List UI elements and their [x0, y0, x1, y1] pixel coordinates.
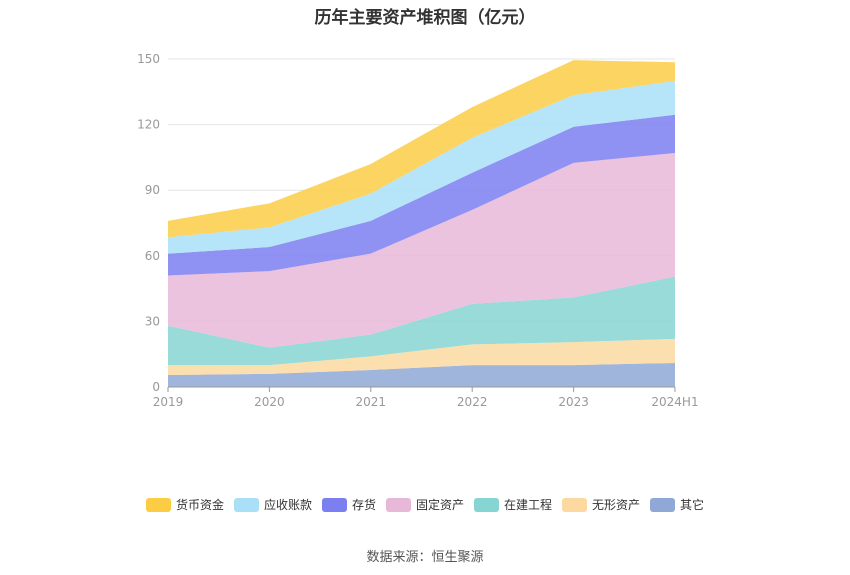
legend-item[interactable]: 固定资产 [385, 496, 464, 513]
legend-item[interactable]: 在建工程 [474, 496, 552, 513]
legend-swatch [474, 497, 499, 512]
legend-label: 货币资金 [175, 498, 224, 512]
legend-label: 无形资产 [592, 498, 641, 512]
y-tick-label: 150 [137, 52, 160, 66]
y-tick-label: 90 [145, 183, 160, 197]
area-在建工程 [168, 276, 675, 366]
x-tick-label: 2024H1 [651, 395, 698, 409]
legend-label: 固定资产 [415, 498, 464, 512]
area-无形资产 [168, 338, 675, 375]
legend-swatch [321, 497, 347, 512]
chart-title: 历年主要资产堆积图（亿元） [314, 8, 536, 28]
legend-item[interactable]: 存货 [321, 496, 376, 513]
data-source: 数据来源：恒生聚源 [366, 550, 484, 565]
x-tick-label: 2023 [558, 395, 589, 409]
x-tick-label: 2021 [356, 395, 387, 409]
x-tick-label: 2019 [153, 395, 184, 409]
y-tick-label: 30 [145, 314, 160, 328]
area-应收账款 [168, 80, 675, 254]
legend-swatch [145, 497, 171, 512]
legend-label: 在建工程 [504, 498, 553, 512]
y-tick-label: 60 [145, 249, 160, 263]
legend-label: 应收账款 [263, 498, 312, 512]
area-存货 [168, 114, 675, 276]
legend-label: 存货 [351, 498, 376, 512]
legend-item[interactable]: 其它 [650, 496, 704, 513]
legend-swatch [233, 497, 259, 512]
y-tick-label: 120 [137, 118, 160, 132]
y-tick-label: 0 [152, 380, 160, 394]
legend-item[interactable]: 无形资产 [562, 496, 640, 513]
legend-label: 其它 [680, 498, 705, 512]
area-其它 [168, 362, 675, 387]
x-tick-label: 2020 [254, 395, 285, 409]
x-tick-label: 2022 [457, 395, 488, 409]
legend-item[interactable]: 货币资金 [145, 496, 224, 513]
legend: 货币资金 应收账款 存货 固定资产 在建工程 无形资产 其它 [0, 496, 850, 513]
legend-swatch [385, 497, 411, 512]
area-固定资产 [168, 153, 675, 348]
legend-swatch [562, 497, 588, 512]
legend-swatch [650, 497, 676, 512]
area-货币资金 [168, 60, 675, 238]
legend-item[interactable]: 应收账款 [233, 496, 312, 513]
